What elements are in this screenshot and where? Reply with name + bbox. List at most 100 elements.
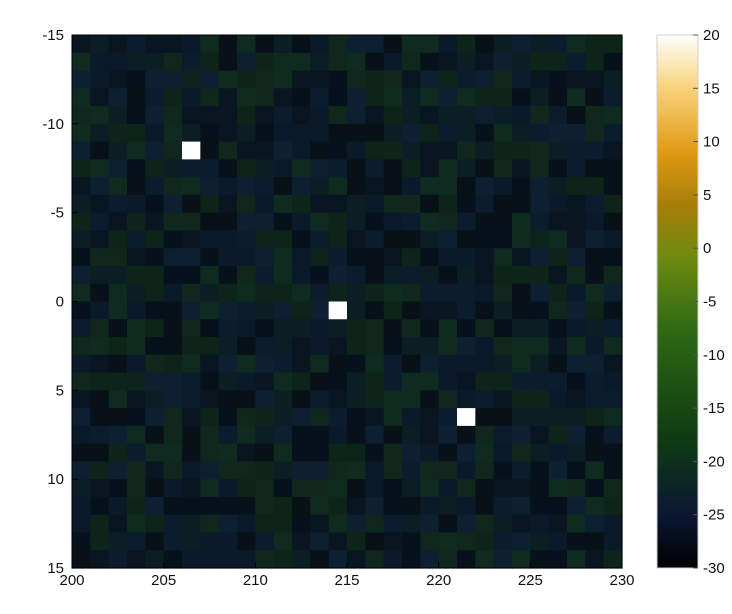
heatmap-cell	[328, 265, 348, 285]
heatmap-cell	[365, 248, 385, 267]
heatmap-cell	[585, 88, 605, 107]
heatmap-cell	[218, 337, 238, 356]
heatmap-cell	[347, 177, 366, 196]
heatmap-cell	[328, 461, 348, 480]
heatmap-cell	[163, 390, 183, 409]
heatmap-cell	[255, 230, 275, 249]
heatmap-cell	[383, 212, 403, 232]
heatmap-cell	[108, 106, 128, 125]
heatmap-cell	[200, 319, 220, 338]
heatmap-cell	[145, 443, 165, 462]
heatmap-cell	[292, 550, 311, 569]
heatmap-cell	[493, 212, 513, 232]
heatmap-cell	[72, 532, 91, 551]
heatmap-cell	[328, 496, 348, 516]
heatmap-cell	[163, 52, 183, 72]
heatmap-cell	[310, 514, 330, 534]
heatmap-cell	[200, 443, 220, 462]
heatmap-cell	[163, 265, 183, 285]
heatmap-cell	[237, 461, 256, 480]
heatmap-cell	[145, 354, 165, 374]
heatmap-cell	[218, 496, 238, 516]
heatmap-cell	[328, 248, 348, 267]
heatmap-cell	[493, 265, 513, 285]
heatmap-cell	[603, 532, 623, 551]
heatmap-cell	[438, 479, 458, 498]
heatmap-cell	[218, 230, 238, 249]
heatmap-cell	[328, 514, 348, 534]
heatmap-cell	[163, 123, 183, 143]
heatmap-cell	[145, 106, 165, 125]
heatmap-cell	[347, 514, 366, 534]
heatmap-cell	[530, 194, 550, 214]
heatmap-cell	[255, 194, 275, 214]
heatmap-cell	[493, 496, 513, 516]
heatmap-cell	[420, 230, 440, 249]
heatmap-cell	[237, 265, 256, 285]
heatmap-cell	[603, 123, 623, 143]
heatmap-cell	[567, 390, 586, 409]
heatmap-cell	[255, 514, 275, 534]
heatmap-cell	[218, 319, 238, 338]
heatmap-cell	[200, 532, 220, 551]
heatmap-cell	[475, 283, 495, 303]
heatmap-cell	[145, 52, 165, 72]
heatmap-cell	[90, 425, 110, 445]
heatmap-cell	[273, 70, 293, 89]
heatmap-cell	[347, 248, 366, 267]
heatmap-cell	[218, 194, 238, 214]
heatmap-cell	[127, 52, 146, 72]
heatmap-cell	[182, 319, 201, 338]
heatmap-cell	[127, 496, 146, 516]
heatmap-cell	[237, 123, 256, 143]
heatmap-cell	[585, 372, 605, 391]
heatmap-cell	[255, 265, 275, 285]
heatmap-cell	[567, 159, 586, 178]
colorbar-tick-label: 0	[703, 240, 711, 257]
heatmap-cell	[237, 212, 256, 232]
heatmap-cell	[512, 372, 531, 391]
heatmap-cell	[383, 106, 403, 125]
heatmap-cell	[108, 408, 128, 427]
heatmap-cell	[493, 35, 513, 54]
heatmap-cell	[310, 425, 330, 445]
heatmap-cell	[457, 443, 476, 462]
heatmap-cell	[603, 390, 623, 409]
heatmap-cell	[438, 319, 458, 338]
heatmap-cell	[548, 496, 568, 516]
heatmap-cell	[457, 301, 476, 320]
heatmap-cell	[402, 461, 421, 480]
heatmap-cell	[383, 230, 403, 249]
heatmap-cell	[292, 248, 311, 267]
heatmap-cell	[567, 301, 586, 320]
heatmap-cell	[585, 532, 605, 551]
heatmap-cell	[145, 123, 165, 143]
heatmap-cell	[402, 123, 421, 143]
heatmap-cell	[292, 372, 311, 391]
heatmap-cell	[512, 425, 531, 445]
heatmap-cell	[255, 141, 275, 160]
heatmap-cell	[530, 372, 550, 391]
heatmap-cell	[438, 372, 458, 391]
heatmap-cell	[493, 159, 513, 178]
heatmap-cell	[402, 425, 421, 445]
heatmap-cell	[530, 141, 550, 160]
heatmap-cell	[108, 461, 128, 480]
heatmap-cell	[475, 550, 495, 569]
heatmap-cell	[182, 301, 201, 320]
heatmap-cell	[493, 88, 513, 107]
heatmap-cell	[383, 443, 403, 462]
heatmap-cell	[145, 248, 165, 267]
heatmap-plot-area	[72, 35, 623, 569]
heatmap-cell	[585, 248, 605, 267]
heatmap-cell	[273, 514, 293, 534]
heatmap-cell	[292, 354, 311, 374]
heatmap-cell	[603, 283, 623, 303]
heatmap-cell	[567, 212, 586, 232]
heatmap-cell	[585, 301, 605, 320]
heatmap-cell	[585, 159, 605, 178]
x-tick-label: 220	[426, 572, 451, 589]
heatmap-cell	[383, 177, 403, 196]
heatmap-cell	[347, 372, 366, 391]
heatmap-cell	[108, 372, 128, 391]
